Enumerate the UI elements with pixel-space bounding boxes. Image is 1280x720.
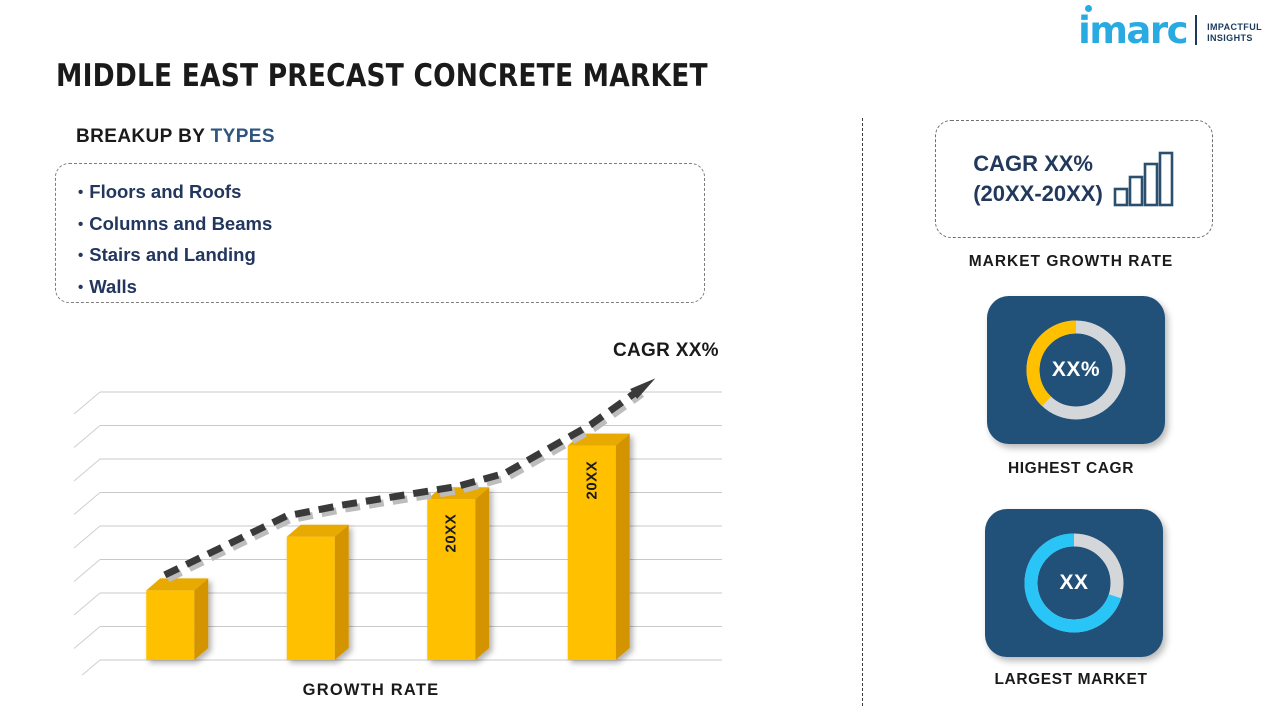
largest-market-caption: LARGEST MARKET [994, 671, 1148, 688]
list-item: • Columns and Beams [78, 209, 704, 241]
list-item: • Floors and Roofs [78, 177, 704, 209]
bullet-icon: • [78, 184, 84, 201]
list-item-label: Floors and Roofs [89, 181, 242, 202]
brand-tagline-line2: INSIGHTS [1207, 33, 1253, 44]
cagr-value-line2: (20XX-20XX) [973, 181, 1103, 206]
section-subtitle: BREAKUP BY TYPES [76, 126, 275, 148]
bar-year-label: 20XX [583, 460, 601, 500]
chart-canvas [73, 378, 722, 675]
bar-year-label: 20XX [442, 513, 460, 553]
list-item-label: Columns and Beams [89, 212, 273, 234]
brand-tagline-line1: IMPACTFUL [1207, 21, 1262, 32]
subtitle-prefix: BREAKUP BY [76, 126, 211, 147]
bullet-icon: • [78, 247, 84, 264]
market-growth-rate-value: CAGR XX% (20XX-20XX) [973, 149, 1103, 209]
list-item: • Stairs and Landing [78, 240, 704, 272]
largest-market-donut-icon [1024, 533, 1124, 633]
highest-cagr-caption: HIGHEST CAGR [1007, 460, 1135, 477]
highest-cagr-value: XX% [1051, 358, 1101, 381]
largest-market-tile: XX [985, 509, 1163, 657]
growth-rate-chart: 20XX 20XX [62, 330, 742, 705]
list-item-label: Stairs and Landing [89, 244, 256, 265]
logo-divider [1195, 15, 1198, 46]
page-title: MIDDLE EAST PRECAST CONCRETE MARKET [56, 58, 708, 94]
chart-trend-label: CAGR XX% [613, 340, 719, 361]
highest-cagr-donut-icon [1026, 320, 1126, 420]
largest-market-value: XX [1059, 571, 1089, 594]
vertical-divider [862, 118, 863, 706]
brand-logo: imarc IMPACTFUL INSIGHTS [1078, 5, 1262, 49]
logo-dot-icon [1085, 5, 1093, 12]
list-item-label: Walls [89, 275, 137, 297]
bar-chart-ascending-icon [1113, 151, 1174, 207]
bullet-icon: • [78, 215, 84, 233]
brand-name-text: imarc [1078, 9, 1188, 52]
brand-tagline: IMPACTFUL INSIGHTS [1207, 22, 1262, 48]
subtitle-accent: TYPES [210, 126, 275, 147]
list-item: • Walls [78, 272, 704, 304]
market-growth-rate-caption: MARKET GROWTH RATE [968, 253, 1174, 270]
chart-x-axis-label: GROWTH RATE [302, 681, 440, 699]
cagr-value-line1: CAGR XX% [973, 151, 1093, 176]
bullet-icon: • [78, 278, 84, 296]
market-growth-rate-box: CAGR XX% (20XX-20XX) [935, 120, 1213, 238]
brand-name: imarc [1078, 5, 1189, 49]
highest-cagr-tile: XX% [987, 296, 1165, 444]
breakup-types-box: • Floors and Roofs • Columns and Beams • St… [55, 163, 705, 303]
